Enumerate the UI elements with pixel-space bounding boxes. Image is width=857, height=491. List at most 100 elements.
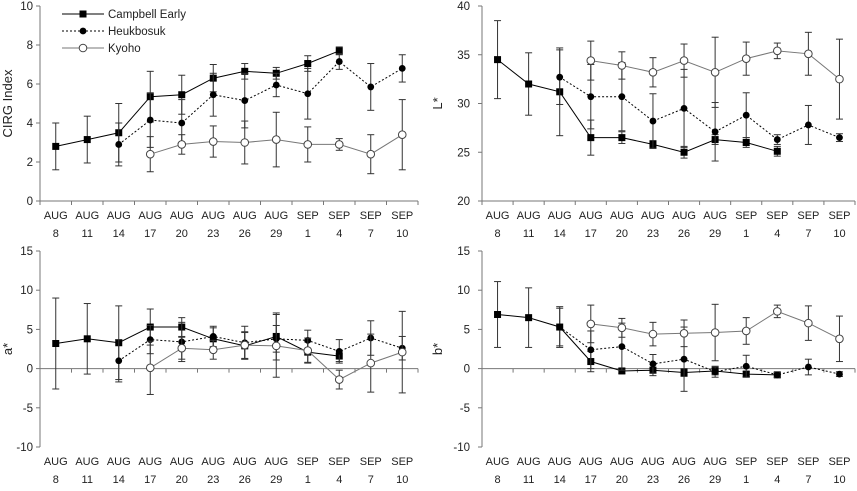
y-tick-label: -10 [16,442,33,454]
y-tick-label: 40 [457,1,470,13]
x-tick-label-day: 26 [678,228,690,240]
legend-marker-heukbosuk [79,27,87,35]
series-kyoho [586,303,844,363]
x-tick-label-day: 23 [207,228,219,240]
data-point [773,371,781,379]
series-line-campbell [497,314,778,376]
x-tick-label-month: AUG [579,456,603,468]
x-tick-label-day: 17 [585,474,597,486]
data-point [741,54,751,63]
series-line-campbell [55,50,340,147]
series-heukbosuk [556,307,843,392]
data-point [525,80,533,88]
x-tick-label-month: AUG [264,210,288,222]
x-tick-label-day: 7 [368,474,374,486]
x-tick-label-day: 7 [805,228,811,240]
data-point [586,319,596,329]
x-tick-label-day: 4 [336,228,342,240]
data-point [804,49,813,59]
x-tick-label-month: SEP [735,210,757,222]
y-tick-label: 15 [457,246,470,258]
x-tick-label-day: 26 [239,474,251,486]
data-point [494,56,502,64]
data-point [177,343,187,353]
x-tick-label-month: SEP [797,210,819,222]
x-tick-label-day: 10 [833,474,845,486]
x-tick-label-day: 20 [616,474,628,486]
series-heukbosuk [115,53,406,167]
data-point [83,136,91,144]
x-tick-label-day: 11 [523,228,534,240]
x-tick-label-month: AUG [517,456,541,468]
series-heukbosuk [115,320,406,383]
x-tick-label-day: 1 [305,228,311,240]
y-tick-label: 20 [457,196,470,208]
y-tick-label: -5 [460,403,470,415]
chart-panel-bottom-right: -10-5051015b*AUG8AUG11AUG14AUG17AUG20AUG… [430,246,856,486]
x-tick-label-month: AUG [138,456,162,468]
data-point [146,116,154,124]
x-tick-label-day: 17 [144,474,156,486]
x-tick-label-month: AUG [579,210,603,222]
y-tick-label: 4 [27,118,34,130]
x-tick-label-day: 10 [396,474,408,486]
data-point [334,140,344,149]
y-tick-label: 35 [457,50,470,62]
legend-label-campbell: Campbell Early [108,9,186,21]
data-point [52,340,60,348]
data-point [208,137,218,146]
data-point [209,91,217,99]
data-point [272,81,280,89]
data-point [772,46,782,56]
data-point [835,74,844,84]
data-point [525,314,533,322]
x-tick-label-day: 20 [176,228,188,240]
data-point [397,347,407,357]
y-tick-label: 5 [464,324,470,336]
x-tick-label-day: 7 [368,228,374,240]
x-tick-label-month: AUG [75,210,99,222]
data-point [618,93,626,101]
y-tick-label: 0 [464,364,470,376]
x-tick-label-day: 23 [207,474,219,486]
data-point [586,56,596,65]
data-point [711,128,719,136]
x-tick-label-day: 14 [554,228,566,240]
x-tick-label-month: AUG [44,210,68,222]
x-tick-label-day: 4 [336,474,342,486]
data-point [680,355,688,363]
series-kyoho [145,310,407,395]
x-tick-label-day: 20 [616,228,628,240]
data-point [208,345,218,355]
x-tick-label-month: AUG [703,210,727,222]
y-axis-label: a* [0,343,15,355]
x-tick-label-month: SEP [766,210,788,222]
x-tick-label-day: 4 [774,228,780,240]
x-tick-label-day: 8 [53,228,59,240]
data-point [617,61,627,70]
x-tick-label-day: 29 [270,228,282,240]
data-point [241,67,249,75]
data-point [304,90,312,98]
x-tick-label-month: SEP [766,456,788,468]
data-point [680,104,688,112]
data-point [115,357,123,365]
series-line-heukbosuk [118,335,403,362]
x-tick-label-month: AUG [233,210,257,222]
data-point [83,335,91,343]
data-point [836,370,843,378]
data-point [366,358,376,368]
series-line-heukbosuk [559,76,840,141]
series-line-campbell [55,326,340,357]
data-point [335,347,343,355]
data-point [835,334,844,344]
x-tick-label-month: SEP [735,456,757,468]
x-tick-label-day: 14 [113,474,125,486]
x-tick-label-day: 26 [239,228,251,240]
x-tick-label-month: AUG [170,456,194,468]
data-point [648,68,658,77]
data-point [240,138,250,147]
x-tick-label-month: AUG [201,210,225,222]
